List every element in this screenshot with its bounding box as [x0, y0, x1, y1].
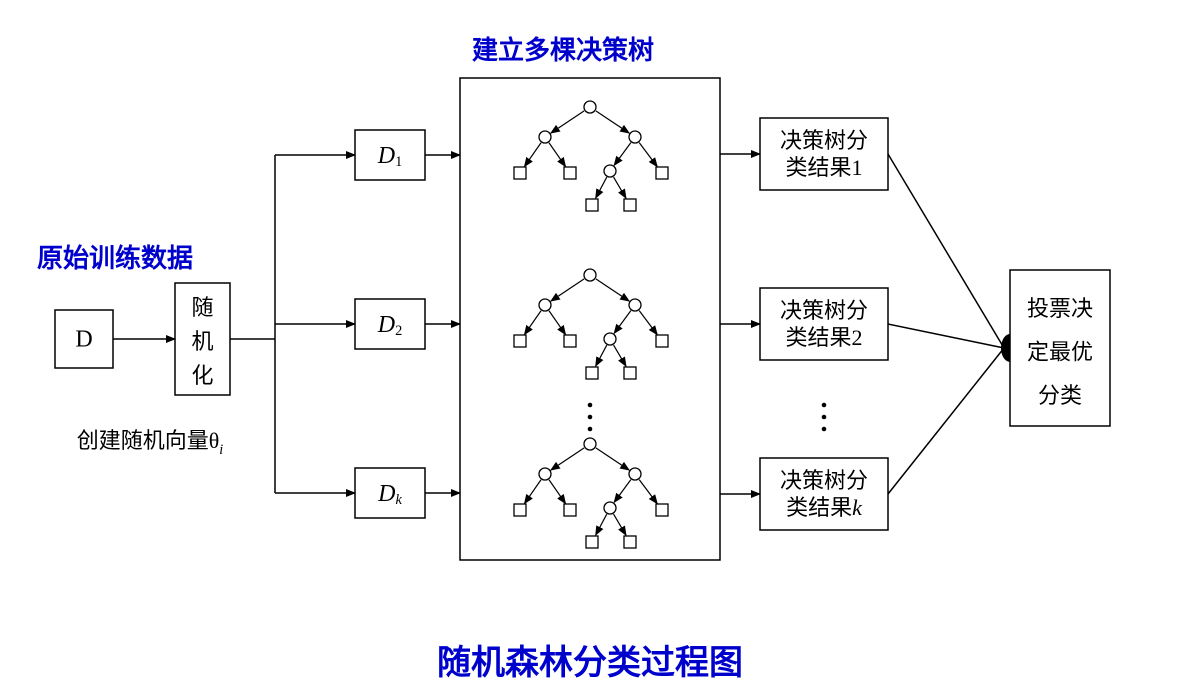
- svg-text:机: 机: [191, 329, 213, 354]
- svg-text:决策树分: 决策树分: [780, 298, 868, 323]
- svg-text:投票决: 投票决: [1027, 296, 1093, 321]
- svg-text:定最优: 定最优: [1027, 340, 1093, 365]
- svg-text:原始训练数据: 原始训练数据: [37, 243, 193, 273]
- svg-text:D: D: [75, 327, 92, 353]
- svg-text:类结果k: 类结果k: [786, 495, 863, 520]
- svg-text:决策树分: 决策树分: [780, 468, 868, 493]
- svg-text:类结果2: 类结果2: [785, 325, 862, 350]
- svg-text:化: 化: [191, 363, 213, 388]
- svg-text:类结果1: 类结果1: [785, 155, 862, 180]
- svg-text:决策树分: 决策树分: [780, 128, 868, 153]
- svg-text:创建随机向量θi: 创建随机向量θi: [77, 428, 224, 458]
- svg-text:随: 随: [191, 295, 213, 320]
- svg-text:D2: D2: [377, 312, 403, 340]
- svg-text:Dk: Dk: [377, 481, 402, 509]
- svg-text:随机森林分类过程图: 随机森林分类过程图: [437, 644, 743, 682]
- svg-text:D1: D1: [377, 143, 403, 171]
- svg-text:建立多棵决策树: 建立多棵决策树: [472, 35, 654, 65]
- svg-text:分类: 分类: [1038, 383, 1082, 408]
